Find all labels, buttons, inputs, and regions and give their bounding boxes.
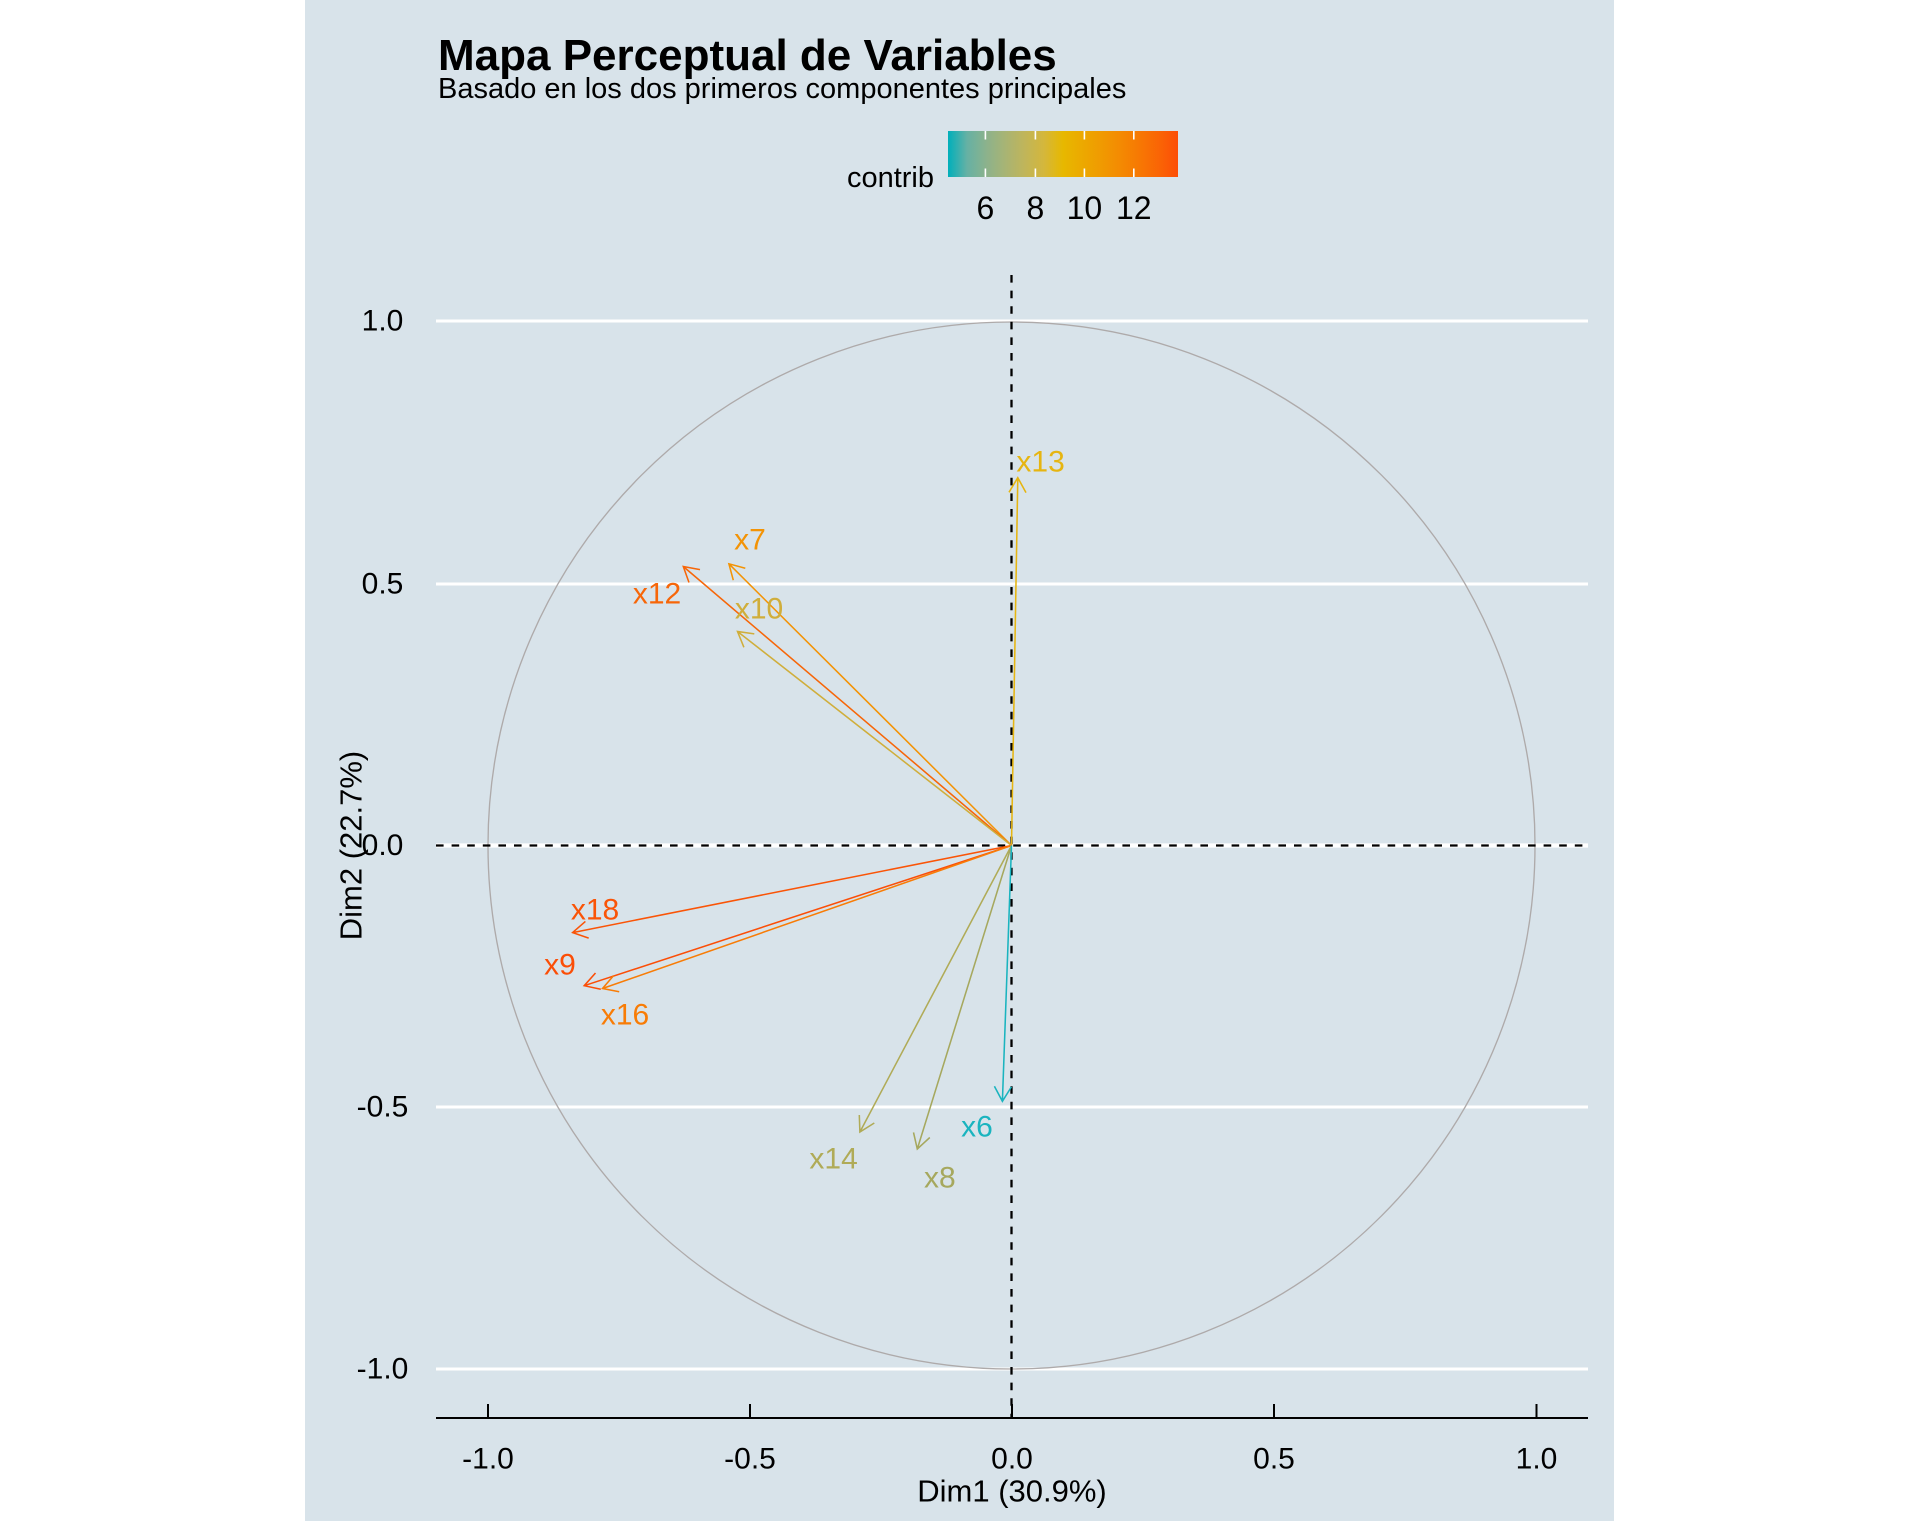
svg-text:Dim2 (22.7%): Dim2 (22.7%) (334, 751, 369, 941)
svg-text:-1.0: -1.0 (462, 1443, 514, 1476)
svg-text:0.0: 0.0 (362, 829, 404, 862)
svg-text:6: 6 (977, 190, 995, 226)
svg-text:-0.5: -0.5 (357, 1091, 409, 1124)
svg-text:x16: x16 (601, 999, 649, 1032)
svg-text:x12: x12 (633, 578, 681, 611)
svg-text:10: 10 (1067, 190, 1103, 226)
svg-text:12: 12 (1116, 190, 1152, 226)
svg-text:x6: x6 (961, 1111, 993, 1144)
svg-text:x9: x9 (544, 949, 576, 982)
svg-text:Basado en los dos primeros com: Basado en los dos primeros componentes p… (438, 73, 1126, 105)
svg-text:x7: x7 (734, 524, 766, 557)
svg-text:-1.0: -1.0 (357, 1353, 409, 1386)
svg-text:x18: x18 (571, 894, 619, 927)
svg-text:x8: x8 (924, 1162, 956, 1195)
svg-text:Mapa Perceptual de Variables: Mapa Perceptual de Variables (438, 31, 1057, 80)
svg-text:1.0: 1.0 (362, 305, 404, 338)
svg-text:x10: x10 (735, 593, 783, 626)
svg-text:8: 8 (1027, 190, 1045, 226)
svg-text:Dim1 (30.9%): Dim1 (30.9%) (917, 1474, 1107, 1509)
svg-text:-0.5: -0.5 (724, 1443, 776, 1476)
svg-text:0.0: 0.0 (991, 1443, 1033, 1476)
svg-text:x14: x14 (809, 1143, 857, 1176)
svg-text:1.0: 1.0 (1516, 1443, 1558, 1476)
svg-text:contrib: contrib (847, 162, 934, 194)
svg-text:0.5: 0.5 (362, 568, 404, 601)
svg-text:x13: x13 (1016, 445, 1064, 478)
svg-text:0.5: 0.5 (1253, 1443, 1295, 1476)
